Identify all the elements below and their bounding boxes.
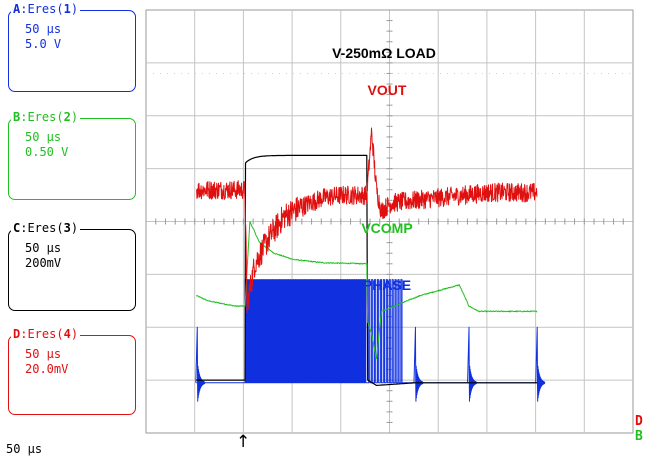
phase-ring-0 <box>195 326 206 402</box>
phase-ring-3 <box>535 326 546 402</box>
channel-c-scale: 200mV <box>25 256 62 270</box>
vout-trace <box>195 127 538 313</box>
channel-b-scale: 0.50 V <box>25 145 69 159</box>
vcomp-trace-label: VCOMP <box>361 220 412 236</box>
phase-trace-label: PHASE <box>363 277 411 293</box>
channel-a-info[interactable]: A:Eres(1) 50 µs 5.0 V <box>8 2 136 92</box>
channel-c-info[interactable]: C:Eres(3) 50 µs 200mV <box>8 221 136 311</box>
trace-labels: V-250mΩ LOAD VOUT VCOMP PHASE <box>332 45 436 293</box>
load-trace <box>196 154 538 386</box>
marker-b: B <box>635 429 643 444</box>
channel-b-timebase: 50 µs <box>25 130 62 144</box>
channel-b-header: B:Eres(2) <box>11 110 81 125</box>
channel-d-scale: 20.0mV <box>25 362 69 376</box>
timebase-readout: 50 µs <box>6 442 43 456</box>
right-edge-markers: D B <box>635 414 643 444</box>
vout-trace-label: VOUT <box>368 82 407 98</box>
channel-d-header: D:Eres(4) <box>11 327 81 342</box>
waveforms <box>195 127 546 402</box>
channel-b-info[interactable]: B:Eres(2) 50 µs 0.50 V <box>8 110 136 200</box>
vcomp-trace <box>195 221 538 360</box>
channel-d-info[interactable]: D:Eres(4) 50 µs 20.0mV <box>8 327 136 415</box>
load-trace-label: V-250mΩ LOAD <box>332 45 436 61</box>
trigger-position-arrow-icon: ↑ <box>236 432 251 452</box>
channel-d-timebase: 50 µs <box>25 347 62 361</box>
channel-a-scale: 5.0 V <box>25 37 62 51</box>
channel-c-timebase: 50 µs <box>25 241 62 255</box>
marker-d: D <box>635 414 643 429</box>
channel-c-header: C:Eres(3) <box>11 221 81 236</box>
channel-a-timebase: 50 µs <box>25 22 62 36</box>
phase-trace <box>196 279 538 384</box>
channel-a-header: A:Eres(1) <box>11 2 81 17</box>
